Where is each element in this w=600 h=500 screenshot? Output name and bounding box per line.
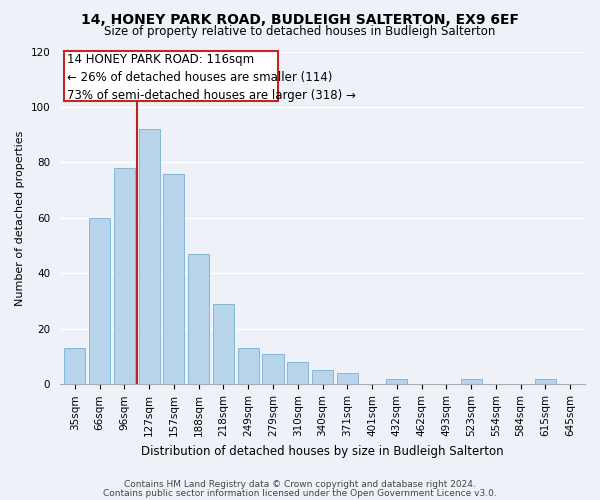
Bar: [64, 52, 278, 102]
Bar: [188, 254, 209, 384]
Bar: [337, 373, 358, 384]
Y-axis label: Number of detached properties: Number of detached properties: [15, 130, 25, 306]
Text: 14 HONEY PARK ROAD: 116sqm
← 26% of detached houses are smaller (114)
73% of sem: 14 HONEY PARK ROAD: 116sqm ← 26% of deta…: [67, 53, 356, 102]
Bar: [89, 218, 110, 384]
Bar: [238, 348, 259, 384]
X-axis label: Distribution of detached houses by size in Budleigh Salterton: Distribution of detached houses by size …: [141, 444, 504, 458]
Text: Contains public sector information licensed under the Open Government Licence v3: Contains public sector information licen…: [103, 488, 497, 498]
Bar: [535, 379, 556, 384]
Bar: [139, 129, 160, 384]
Bar: [262, 354, 284, 384]
Bar: [287, 362, 308, 384]
Bar: [163, 174, 184, 384]
Text: 14, HONEY PARK ROAD, BUDLEIGH SALTERTON, EX9 6EF: 14, HONEY PARK ROAD, BUDLEIGH SALTERTON,…: [81, 12, 519, 26]
Bar: [213, 304, 234, 384]
Bar: [64, 348, 85, 384]
Bar: [114, 168, 135, 384]
Bar: [461, 379, 482, 384]
Text: Contains HM Land Registry data © Crown copyright and database right 2024.: Contains HM Land Registry data © Crown c…: [124, 480, 476, 489]
Bar: [386, 379, 407, 384]
Text: Size of property relative to detached houses in Budleigh Salterton: Size of property relative to detached ho…: [104, 25, 496, 38]
Bar: [312, 370, 333, 384]
